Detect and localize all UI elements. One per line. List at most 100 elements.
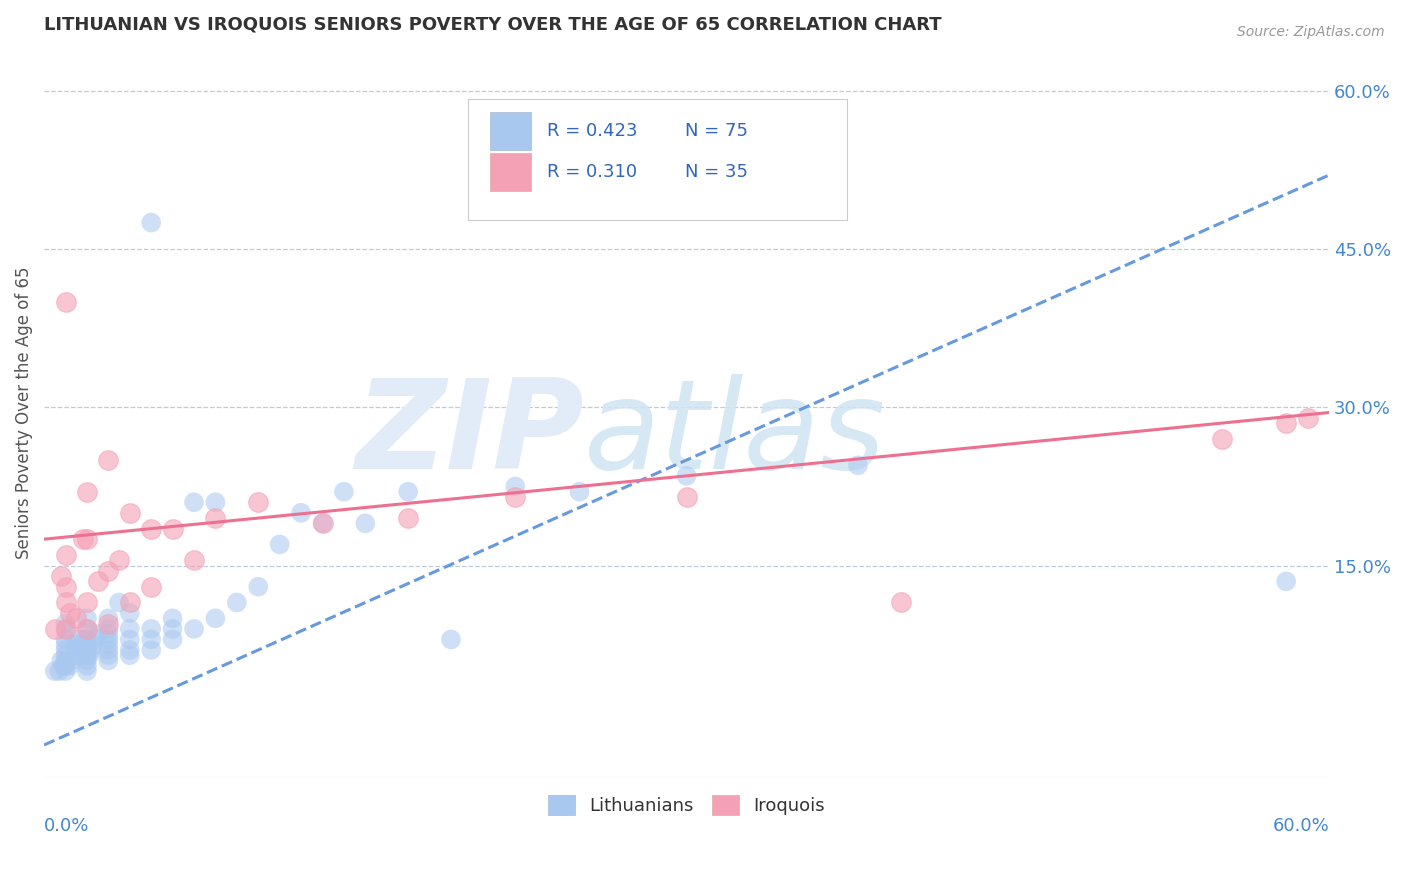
Point [675,468,697,483]
Point [97,564,120,578]
Point [72,532,94,546]
Text: N = 75: N = 75 [685,121,748,140]
Point [55,648,77,663]
Point [51,654,73,668]
Point [333,484,356,499]
Point [76,638,98,652]
Point [204,611,226,625]
Point [162,632,184,647]
Point [675,490,697,504]
Point [55,622,77,636]
Point [568,484,591,499]
Point [1296,410,1319,425]
Point [44,622,66,636]
Point [59,606,82,620]
Point [118,606,141,620]
Point [55,658,77,673]
Text: Source: ZipAtlas.com: Source: ZipAtlas.com [1237,25,1385,39]
Text: LITHUANIAN VS IROQUOIS SENIORS POVERTY OVER THE AGE OF 65 CORRELATION CHART: LITHUANIAN VS IROQUOIS SENIORS POVERTY O… [44,15,942,33]
FancyBboxPatch shape [489,153,531,191]
Point [118,648,141,663]
Point [76,622,98,636]
Point [118,595,141,609]
Point [72,638,94,652]
Point [118,622,141,636]
Point [48,664,70,678]
Text: 0.0%: 0.0% [44,817,90,835]
Text: R = 0.310: R = 0.310 [547,163,637,181]
Point [440,632,463,647]
Point [141,216,163,230]
Point [65,611,87,625]
Point [183,553,205,567]
Point [55,638,77,652]
Point [60,654,83,668]
FancyBboxPatch shape [489,112,531,150]
Point [55,294,77,309]
Point [76,648,98,663]
Point [59,658,82,673]
Point [55,643,77,657]
Point [311,516,333,531]
Point [108,595,131,609]
Point [118,506,141,520]
Point [97,622,120,636]
Point [183,495,205,509]
Text: R = 0.423: R = 0.423 [547,121,637,140]
Point [141,643,163,657]
Point [76,658,98,673]
Legend: Lithuanians, Iroquois: Lithuanians, Iroquois [541,788,832,822]
Point [51,569,73,583]
Point [76,622,98,636]
Point [141,632,163,647]
Point [76,595,98,609]
Text: atlas: atlas [583,374,886,495]
Point [290,506,312,520]
Point [204,495,226,509]
Point [162,522,184,536]
Point [97,616,120,631]
Point [97,638,120,652]
Point [503,479,526,493]
Point [55,580,77,594]
Point [162,611,184,625]
Text: N = 35: N = 35 [685,163,748,181]
Point [141,522,163,536]
Point [97,632,120,647]
Point [1275,416,1298,430]
Point [80,643,103,657]
Point [67,632,90,647]
Text: ZIP: ZIP [356,374,583,495]
Point [269,537,291,551]
Point [55,616,77,631]
Y-axis label: Seniors Poverty Over the Age of 65: Seniors Poverty Over the Age of 65 [15,267,32,558]
Point [141,622,163,636]
Point [97,643,120,657]
Point [354,516,377,531]
Point [225,595,247,609]
Point [183,622,205,636]
Point [77,648,100,663]
Point [73,632,96,647]
Point [76,632,98,647]
Point [65,648,87,663]
Point [1211,432,1233,446]
Point [69,648,91,663]
Point [890,595,912,609]
Point [76,532,98,546]
Point [55,595,77,609]
Point [118,632,141,647]
Point [396,484,419,499]
Point [55,622,77,636]
Point [97,453,120,467]
Point [55,548,77,562]
Point [1275,574,1298,589]
Point [86,627,108,641]
Point [55,632,77,647]
Point [503,490,526,504]
Point [76,654,98,668]
Point [396,511,419,525]
Point [76,643,98,657]
Point [141,580,163,594]
Point [108,553,131,567]
